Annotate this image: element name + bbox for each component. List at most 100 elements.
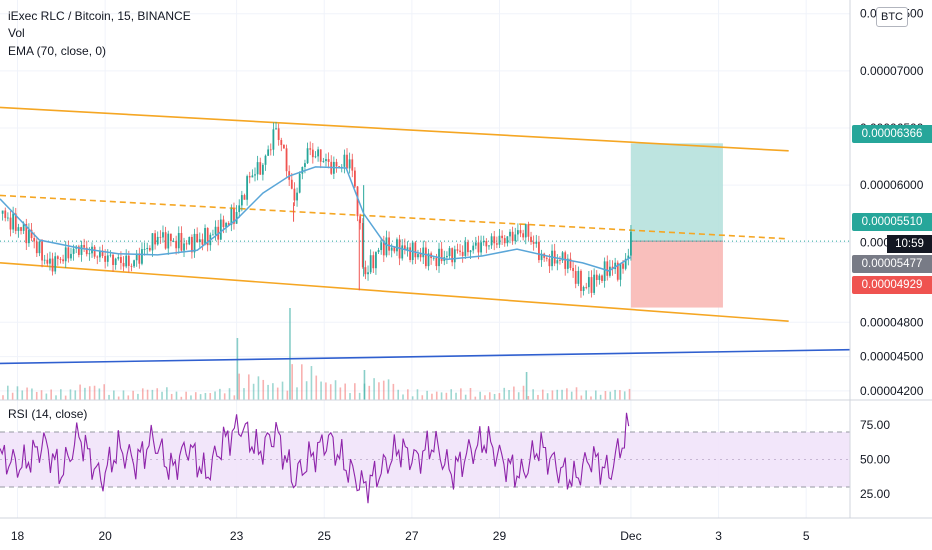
candle-body <box>403 245 406 250</box>
candle-body <box>485 240 488 247</box>
volume-bar <box>455 392 457 400</box>
candle-body <box>25 223 28 244</box>
candle-body <box>93 246 96 257</box>
channel-mid-line[interactable] <box>0 194 789 240</box>
trend-drawings[interactable] <box>0 106 851 365</box>
vol-label: Vol <box>8 26 25 40</box>
candle-body <box>422 247 425 258</box>
candle-body <box>369 255 372 273</box>
candle-body <box>14 213 17 231</box>
price-tick-label: 0.00007000 <box>860 64 924 78</box>
candle-body <box>222 219 225 227</box>
volume-bar <box>93 385 96 400</box>
current-price-label: 0.00005510 <box>852 213 932 231</box>
candle-body <box>545 257 548 259</box>
candle-body <box>359 216 362 224</box>
volume-bar <box>151 389 154 400</box>
candle-body <box>619 263 622 280</box>
volume-bar <box>469 388 472 400</box>
volume-bar <box>354 383 356 400</box>
channel-lower-line[interactable] <box>0 262 789 322</box>
candle-body <box>509 231 511 237</box>
volume-bar <box>45 393 48 400</box>
candle-body <box>219 219 222 240</box>
candle-body <box>233 208 235 224</box>
candle-body <box>185 243 188 245</box>
target-zone[interactable] <box>630 143 723 242</box>
candle-body <box>380 242 383 251</box>
volume-bar <box>296 387 298 400</box>
volume-spike <box>363 370 366 400</box>
volume-bar <box>209 393 212 400</box>
volume-bar <box>310 366 313 400</box>
candle-body <box>188 236 191 245</box>
candle-body <box>335 161 338 167</box>
candle-body <box>254 174 256 176</box>
candle-body <box>353 170 356 187</box>
candle-body <box>406 247 409 250</box>
volume-bar <box>31 388 33 400</box>
volume-bar <box>570 391 573 400</box>
volume-bar <box>194 392 197 400</box>
volume-bars <box>2 308 631 400</box>
volume-bar <box>325 382 327 400</box>
candle-body <box>385 237 388 256</box>
candle-body <box>440 248 443 262</box>
candle-body <box>106 255 109 262</box>
candle-body <box>251 175 254 178</box>
candle-body <box>277 128 280 140</box>
volume-bar <box>281 381 284 400</box>
volume-bar <box>397 389 399 400</box>
volume-bar <box>257 376 260 400</box>
candle-body <box>120 257 122 263</box>
blue-trendline[interactable] <box>0 348 851 365</box>
volume-bar <box>334 380 337 400</box>
volume-bar <box>604 391 607 400</box>
currency-badge[interactable]: BTC <box>876 7 908 27</box>
volume-bar <box>60 389 62 400</box>
candle-body <box>154 233 157 245</box>
candle-body <box>112 254 114 265</box>
volume-bar <box>382 380 385 400</box>
candle-body <box>559 260 561 261</box>
candle-body <box>259 162 262 175</box>
candle-body <box>159 236 162 238</box>
candle-body <box>601 275 603 281</box>
candle-body <box>472 245 475 251</box>
volume-spike <box>236 338 239 400</box>
candle-body <box>514 234 517 242</box>
candle-body <box>524 224 527 238</box>
time-tick-label: 5 <box>803 529 810 543</box>
candle-body <box>293 188 296 201</box>
stop-zone[interactable] <box>630 241 723 308</box>
candle-body <box>382 242 385 256</box>
candle-body <box>606 261 609 276</box>
candle-body <box>54 256 57 272</box>
volume-bar <box>88 386 91 400</box>
volume-bar <box>426 390 428 400</box>
volume-bar <box>556 389 559 400</box>
candle-body <box>1 210 4 214</box>
candle-body <box>516 230 519 235</box>
candle-body <box>511 231 514 242</box>
candle-body <box>77 246 80 255</box>
channel-upper-line[interactable] <box>0 106 789 152</box>
volume-bar <box>575 387 578 400</box>
candle-body <box>388 237 390 251</box>
volume-bar <box>407 389 409 400</box>
position-zones[interactable] <box>630 143 723 308</box>
volume-spike <box>289 308 291 400</box>
volume-bar <box>546 393 549 400</box>
volume-bar <box>498 393 501 400</box>
candle-body <box>377 250 380 253</box>
volume-bar <box>64 395 67 400</box>
candle-body <box>122 262 125 267</box>
candle-body <box>519 230 522 234</box>
candle-body <box>375 252 377 269</box>
candle-body <box>566 258 569 269</box>
volume-bar <box>590 396 592 400</box>
stop-price-label: 0.00004929 <box>852 276 932 294</box>
candle-body <box>30 229 33 239</box>
candle-body <box>193 233 196 253</box>
